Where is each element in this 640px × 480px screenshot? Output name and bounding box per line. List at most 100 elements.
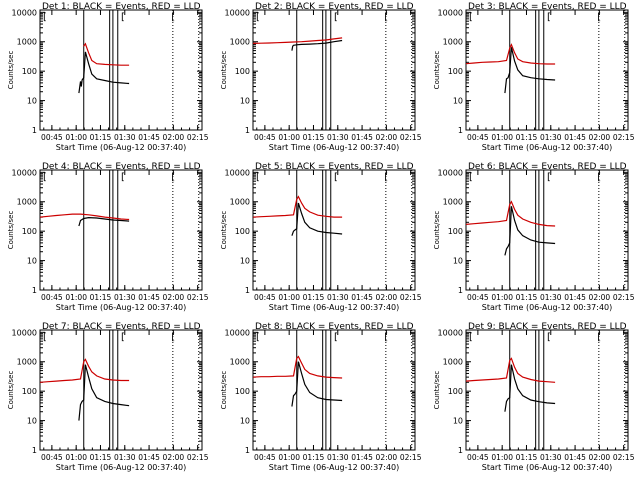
y-tick-label: 1000	[17, 358, 37, 367]
x-tick-label: 01:45	[564, 293, 586, 302]
y-axis-label: Counts/sec	[433, 51, 441, 90]
red-series-line	[252, 195, 343, 218]
plot-title: Det 1: BLACK = Events, RED = LLD	[42, 2, 201, 12]
x-tick-label: 01:00	[491, 293, 513, 302]
plot-frame	[39, 169, 203, 291]
corner-mark: [	[334, 12, 338, 23]
corner-mark: [	[384, 172, 388, 183]
x-tick-label: 01:15	[303, 293, 325, 302]
x-tick-label: 01:00	[278, 453, 300, 462]
y-tick-label: 10	[240, 417, 250, 426]
x-tick-label: 02:00	[163, 453, 185, 462]
x-tick-label: 01:15	[303, 133, 325, 142]
black-series-line	[78, 51, 130, 94]
x-tick-label: 01:30	[327, 293, 349, 302]
y-tick-label: 100	[22, 387, 37, 396]
plot-frame	[465, 329, 629, 451]
corner-mark: [	[43, 332, 47, 343]
x-tick-label: 02:00	[163, 293, 185, 302]
corner-mark: [	[256, 172, 260, 183]
y-tick-label: 1000	[443, 198, 463, 207]
x-tick-label: 01:15	[90, 293, 112, 302]
x-axis-label: Start Time (06-Aug-12 00:37:40)	[269, 303, 400, 312]
x-tick-label: 02:15	[613, 453, 635, 462]
red-series-line	[465, 43, 556, 65]
black-series-line	[78, 216, 130, 227]
x-axis-label: Start Time (06-Aug-12 00:37:40)	[269, 463, 400, 472]
x-tick-label: 01:45	[564, 133, 586, 142]
y-axis-label: Counts/sec	[7, 51, 15, 90]
plot-frame	[252, 169, 416, 291]
black-series-line	[291, 202, 343, 236]
detector-plot-4: Det 4: BLACK = Events, RED = LLD 1 10 100 10…	[7, 162, 209, 312]
y-tick-label: 10000	[225, 328, 250, 337]
corner-mark: [	[256, 12, 260, 23]
x-axis-label: Start Time (06-Aug-12 00:37:40)	[482, 143, 613, 152]
y-axis-label: Counts/sec	[220, 211, 228, 250]
y-tick-label: 1	[32, 286, 37, 295]
red-series-line	[83, 42, 130, 66]
x-tick-label: 00:45	[254, 293, 276, 302]
x-tick-label: 02:15	[400, 133, 422, 142]
black-series-line	[504, 364, 556, 412]
corner-mark: [	[334, 332, 338, 343]
x-tick-label: 02:00	[376, 133, 398, 142]
x-tick-label: 02:00	[163, 133, 185, 142]
x-tick-label: 02:15	[613, 293, 635, 302]
corner-mark: [	[121, 12, 125, 23]
x-tick-label: 01:00	[278, 293, 300, 302]
x-tick-label: 02:00	[376, 453, 398, 462]
y-tick-label: 1000	[230, 38, 250, 47]
corner-mark: [	[171, 172, 175, 183]
y-tick-label: 1	[458, 446, 463, 455]
y-tick-label: 100	[22, 67, 37, 76]
plot-title: Det 8: BLACK = Events, RED = LLD	[255, 322, 414, 332]
y-tick-label: 10000	[438, 168, 463, 177]
corner-mark: [	[469, 12, 473, 23]
corner-mark: [	[171, 12, 175, 23]
plot-frame	[465, 9, 629, 131]
y-tick-label: 1	[458, 286, 463, 295]
corner-mark: [	[597, 172, 601, 183]
y-tick-label: 1	[458, 126, 463, 135]
y-tick-label: 100	[448, 227, 463, 236]
red-series-line	[252, 355, 343, 379]
y-tick-label: 100	[235, 227, 250, 236]
x-tick-label: 01:30	[540, 133, 562, 142]
y-tick-label: 10	[453, 417, 463, 426]
x-tick-label: 02:15	[187, 133, 209, 142]
detector-plot-2: Det 2: BLACK = Events, RED = LLD 1 10 100 10…	[220, 2, 422, 152]
plot-title: Det 3: BLACK = Events, RED = LLD	[468, 2, 627, 12]
x-tick-label: 01:00	[491, 453, 513, 462]
plot-frame	[39, 329, 203, 451]
detector-plot-5: Det 5: BLACK = Events, RED = LLD 1 10 100 10…	[220, 162, 422, 312]
y-tick-label: 10	[240, 257, 250, 266]
y-tick-label: 1000	[17, 198, 37, 207]
x-tick-label: 00:45	[467, 293, 489, 302]
y-tick-label: 1	[245, 126, 250, 135]
plot-title: Det 9: BLACK = Events, RED = LLD	[468, 322, 627, 332]
y-tick-label: 10	[27, 97, 37, 106]
corner-mark: [	[43, 12, 47, 23]
black-series-line	[504, 206, 556, 256]
y-tick-label: 1	[245, 286, 250, 295]
y-axis-label: Counts/sec	[220, 371, 228, 410]
red-series-line	[39, 213, 130, 221]
x-tick-label: 02:00	[589, 453, 611, 462]
detector-plot-1: Det 1: BLACK = Events, RED = LLD 1 10 100 10…	[7, 2, 209, 152]
x-tick-label: 01:45	[138, 453, 160, 462]
x-tick-label: 00:45	[254, 453, 276, 462]
y-tick-label: 10	[27, 257, 37, 266]
x-tick-label: 01:30	[114, 133, 136, 142]
detector-plot-8: Det 8: BLACK = Events, RED = LLD 1 10 100 10…	[220, 322, 422, 472]
y-axis-label: Counts/sec	[433, 371, 441, 410]
y-tick-label: 100	[235, 67, 250, 76]
y-tick-label: 1	[32, 126, 37, 135]
x-axis-label: Start Time (06-Aug-12 00:37:40)	[56, 463, 187, 472]
corner-mark: [	[384, 332, 388, 343]
plot-title: Det 7: BLACK = Events, RED = LLD	[42, 322, 201, 332]
x-tick-label: 00:45	[254, 133, 276, 142]
x-tick-label: 01:30	[327, 133, 349, 142]
red-series-line	[252, 37, 343, 44]
red-series-line	[465, 357, 556, 383]
